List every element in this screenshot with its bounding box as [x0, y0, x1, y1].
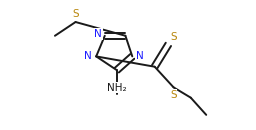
Text: S: S: [170, 32, 177, 42]
Text: S: S: [170, 90, 177, 100]
Text: NH₂: NH₂: [107, 83, 127, 93]
Text: N: N: [84, 51, 92, 61]
Text: S: S: [72, 9, 79, 20]
Text: N: N: [94, 29, 102, 39]
Text: N: N: [136, 51, 143, 61]
